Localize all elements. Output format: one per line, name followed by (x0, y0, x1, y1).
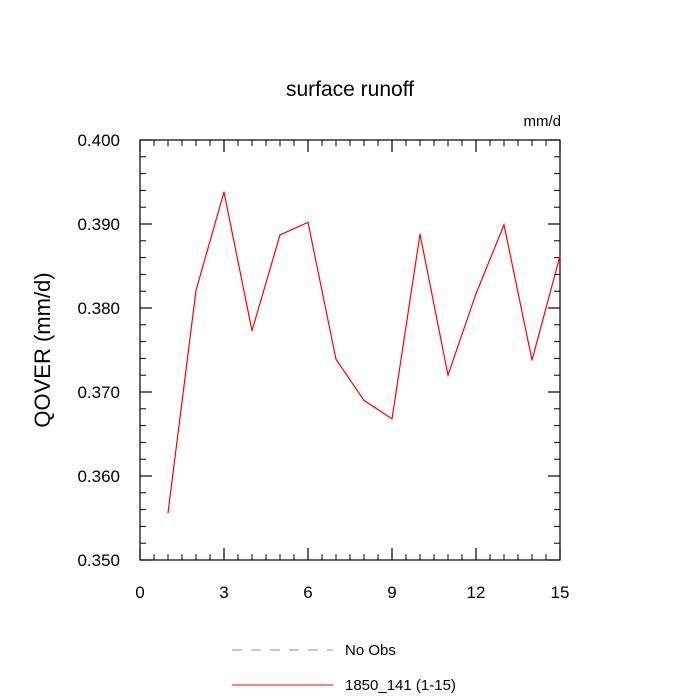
y-tick-label: 0.400 (77, 131, 120, 150)
data-point (559, 255, 561, 257)
data-point (447, 374, 449, 376)
data-point (167, 512, 169, 514)
data-point (391, 418, 393, 420)
data-point (363, 399, 365, 401)
legend: No Obs 1850_141 (1-15) (232, 642, 456, 694)
y-tick-label: 0.380 (77, 299, 120, 318)
x-tick-label: 15 (551, 583, 570, 602)
y-tick-label: 0.360 (77, 467, 120, 486)
x-tick-label: 9 (387, 583, 396, 602)
data-point (335, 358, 337, 360)
y-tick-label: 0.370 (77, 383, 120, 402)
series-layer (167, 191, 561, 514)
chart-title: surface runoff (286, 78, 414, 101)
legend-label: 1850_141 (1-15) (345, 677, 456, 694)
data-point (223, 191, 225, 193)
data-point (503, 224, 505, 226)
legend-label: No Obs (345, 642, 396, 659)
data-point (531, 359, 533, 361)
units-label: mm/d (524, 113, 562, 130)
y-tick-label: 0.350 (77, 551, 120, 570)
plot-frame (139, 139, 561, 561)
x-tick-label: 12 (467, 583, 486, 602)
data-point (419, 233, 421, 235)
x-tick-label: 3 (219, 583, 228, 602)
data-point (307, 221, 309, 223)
series-line (167, 191, 561, 514)
data-point (279, 234, 281, 236)
data-point (195, 289, 197, 291)
tick-labels: 0 3 6 9 12 15 0.350 0.360 0.370 0.380 0.390 0.400 (77, 131, 569, 602)
x-tick-label: 0 (135, 583, 144, 602)
data-point (251, 330, 253, 332)
x-tick-label: 6 (303, 583, 312, 602)
data-point (475, 293, 477, 295)
y-tick-label: 0.390 (77, 215, 120, 234)
axis-ticks (139, 139, 561, 561)
y-axis-label: QOVER (mm/d) (30, 272, 55, 427)
